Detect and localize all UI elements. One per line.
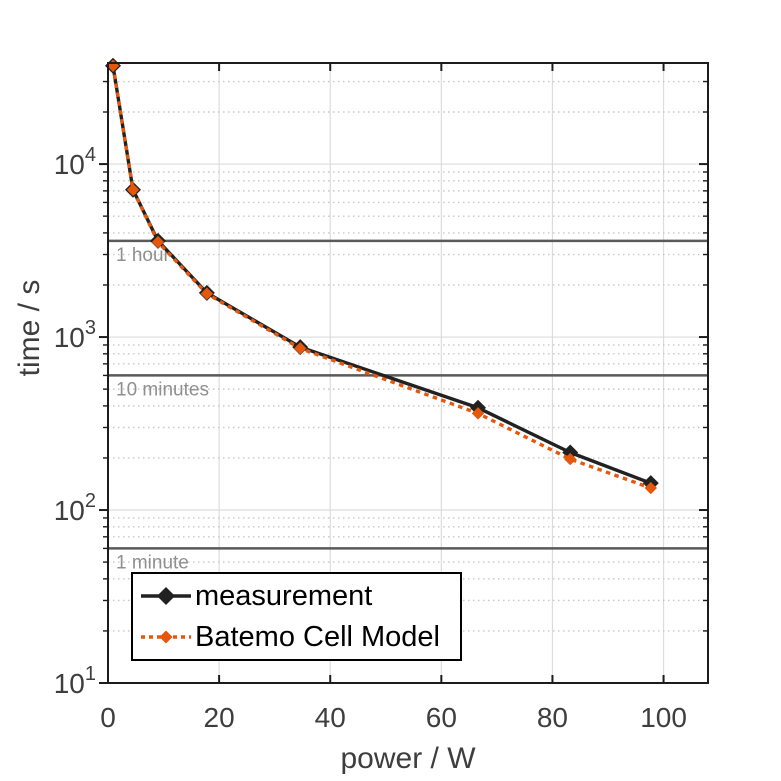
- series-line-0: [111, 65, 652, 485]
- y-tick-label: 103: [54, 317, 96, 353]
- series-line-1: [111, 65, 652, 490]
- x-axis-label: power / W: [340, 742, 476, 775]
- series-marker-1: [151, 235, 165, 249]
- legend-label-measurement: measurement: [195, 579, 373, 612]
- reference-label-10-minutes: 10 minutes: [116, 379, 209, 400]
- reference-label-1-minute: 1 minute: [116, 552, 189, 573]
- y-tick-label: 102: [54, 490, 96, 526]
- legend-item-batemo-cell-model: Batemo Cell Model: [140, 618, 460, 656]
- legend-item-measurement: measurement: [140, 577, 460, 615]
- legend-label-batemo-cell-model: Batemo Cell Model: [195, 620, 440, 653]
- x-tick-label: 100: [640, 702, 687, 733]
- series-marker-1: [471, 407, 485, 420]
- series-marker-1: [126, 183, 140, 197]
- reference-label-1-hour: 1 hour: [116, 245, 171, 266]
- measurement-line-sample-icon: [141, 587, 191, 605]
- legend: measurement Batemo Cell Model: [131, 572, 462, 661]
- series-marker-1: [564, 452, 577, 466]
- series-marker-1: [294, 342, 307, 355]
- legend-sample-marker: [157, 587, 175, 605]
- series-marker-1: [200, 287, 214, 300]
- model-line-sample-icon: [141, 630, 191, 644]
- series-marker-1: [644, 481, 657, 495]
- x-tick-label: 20: [204, 702, 235, 733]
- y-axis-label: time / s: [13, 279, 46, 377]
- axes-box: [107, 62, 709, 684]
- x-tick-label: 60: [426, 702, 457, 733]
- x-tick-label: 80: [537, 702, 568, 733]
- y-tick-label: 104: [54, 144, 96, 180]
- legend-sample-marker: [159, 630, 173, 644]
- x-tick-label: 0: [100, 702, 116, 733]
- x-tick-label: 40: [315, 702, 346, 733]
- y-tick-label: 101: [54, 663, 96, 699]
